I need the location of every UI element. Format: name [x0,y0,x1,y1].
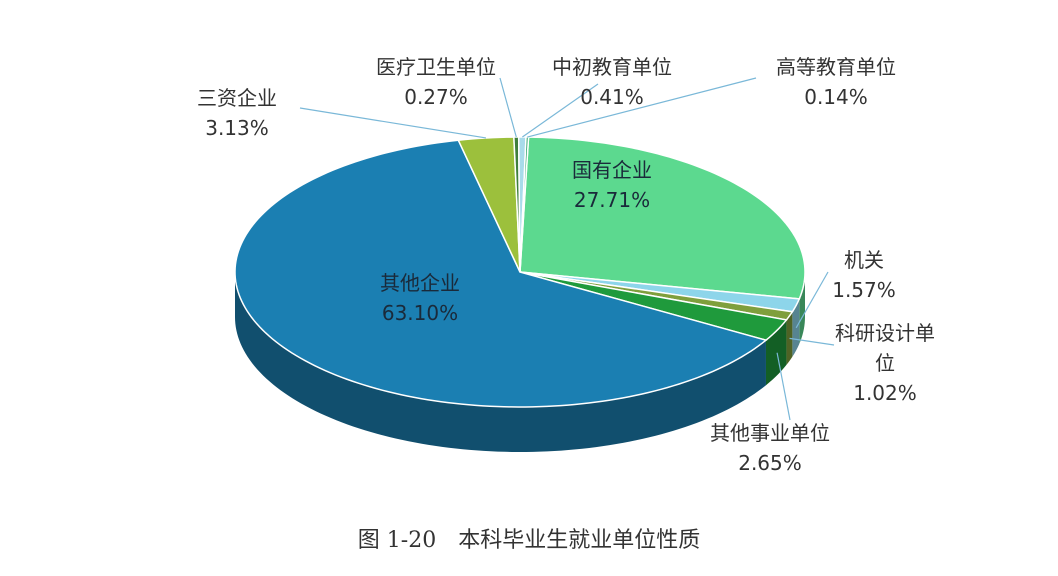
slice-label: 中初教育单位 0.41% [552,52,672,112]
slice-label: 高等教育单位 0.14% [776,52,896,112]
slice-label: 国有企业 27.71% [572,155,652,215]
slice-label: 医疗卫生单位 0.27% [376,52,496,112]
slice-name: 其他事业单位 [710,421,830,445]
slice-value: 0.27% [404,85,468,109]
slice-side [792,298,800,357]
slice-value: 63.10% [381,301,459,325]
leader-line [522,83,599,138]
slice-value: 27.71% [573,188,651,212]
slice-label: 科研设计单位 1.02% [835,318,935,408]
leader-line [776,352,791,421]
slice-value: 0.41% [580,85,644,109]
slice-value: 0.14% [804,85,868,109]
slice-name: 科研设计单位 [835,321,935,375]
slice-side [786,311,793,365]
slice-name: 医疗卫生单位 [376,55,496,79]
chart-title: 图 1-20 本科毕业生就业单位性质 [357,528,701,553]
slice-name: 机关 [843,248,884,272]
leader-line [789,337,835,346]
slice-name: 中初教育单位 [552,55,672,79]
slice-name: 高等教育单位 [776,55,896,79]
slice-side [235,272,766,452]
leader-line [527,77,757,138]
slice-label: 三资企业 3.13% [197,83,277,143]
slice-value: 3.13% [205,116,269,140]
slice-value: 1.02% [853,381,917,405]
slice-value: 2.65% [738,451,802,475]
pie-slice [519,271,788,342]
slice-name: 国有企业 [572,158,652,182]
leader-line [299,107,487,139]
slice-value: 1.57% [832,278,896,302]
slice-side [799,272,805,344]
slice-label: 机关 1.57% [832,245,896,305]
slice-label: 其他事业单位 2.65% [710,418,830,478]
slice-name: 其他企业 [380,271,460,295]
pie-slice [519,136,806,300]
slice-name: 三资企业 [197,86,277,110]
slice-label: 其他企业 63.10% [380,268,460,328]
leader-line [795,271,829,329]
pie-slice [234,139,768,408]
leader-line [499,77,517,138]
